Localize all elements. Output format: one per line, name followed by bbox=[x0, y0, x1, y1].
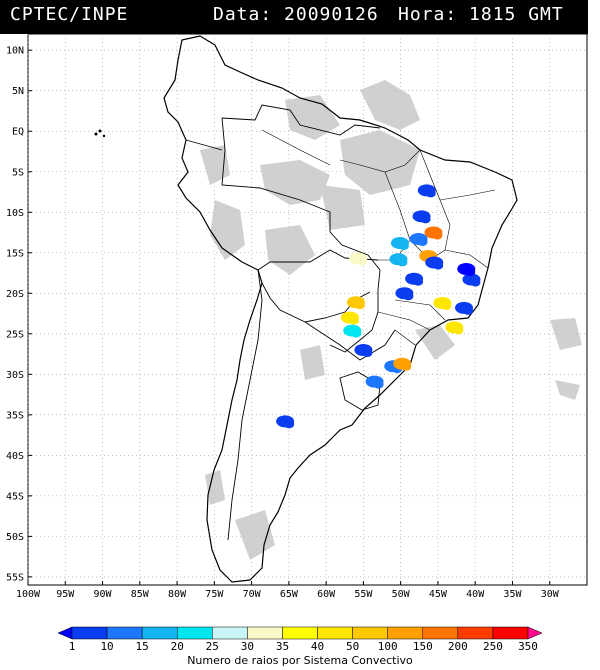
storm-cell bbox=[389, 253, 408, 267]
legend-swatch bbox=[317, 626, 353, 640]
legend-swatch bbox=[106, 626, 143, 640]
storm-cell bbox=[457, 262, 476, 276]
legend-swatch bbox=[57, 626, 73, 640]
time-label: Hora: 1815 GMT bbox=[398, 4, 564, 25]
legend-label: 50 bbox=[346, 640, 359, 653]
lon-tick-label: 55W bbox=[354, 589, 373, 600]
lat-tick-label: 40S bbox=[6, 451, 24, 462]
storm-cell bbox=[425, 256, 444, 270]
legend-label: 250 bbox=[483, 640, 503, 653]
storm-cell bbox=[417, 184, 436, 198]
lon-tick-label: 60W bbox=[317, 589, 336, 600]
legend-label: 1 bbox=[69, 640, 76, 653]
storm-cell bbox=[346, 296, 365, 310]
legend-swatch bbox=[457, 626, 494, 640]
legend-swatch bbox=[282, 626, 318, 640]
lat-tick-label: 20S bbox=[6, 289, 24, 300]
latitude-labels: 10N 5N EQ 5S 10S 15S 20S 25S 30S 35S 40S 45S 50S 55S bbox=[6, 46, 32, 583]
lat-tick-label: 10S bbox=[6, 208, 24, 219]
storm-cell bbox=[390, 237, 409, 251]
longitude-labels: 100W 95W 90W 85W 80W 75W 70W 65W 60W 55W 50W 45W 40W… bbox=[16, 581, 560, 600]
legend-swatch bbox=[387, 626, 424, 640]
storm-cell bbox=[365, 375, 384, 389]
lon-tick-label: 100W bbox=[16, 589, 41, 600]
island-markers bbox=[94, 129, 106, 138]
lon-tick-label: 65W bbox=[280, 589, 299, 600]
legend-label: 200 bbox=[448, 640, 468, 653]
lat-tick-label: 15S bbox=[6, 248, 24, 259]
legend-label: 150 bbox=[413, 640, 433, 653]
storm-cell bbox=[393, 357, 412, 371]
lat-tick-label: 5N bbox=[12, 86, 24, 97]
lon-tick-label: 70W bbox=[243, 589, 262, 600]
cloud-cover bbox=[200, 80, 582, 560]
storm-cell bbox=[412, 210, 431, 224]
storm-cell bbox=[445, 321, 464, 335]
convective-systems bbox=[276, 184, 481, 429]
lat-tick-label: 10N bbox=[6, 46, 24, 57]
lat-tick-label: 5S bbox=[12, 167, 24, 178]
lon-tick-label: 85W bbox=[131, 589, 150, 600]
legend-label: 100 bbox=[378, 640, 398, 653]
legend-label: 35 bbox=[276, 640, 289, 653]
storm-cell bbox=[340, 311, 359, 325]
legend-label: 25 bbox=[206, 640, 219, 653]
lat-tick-label: 55S bbox=[6, 572, 24, 583]
lon-tick-label: 50W bbox=[392, 589, 411, 600]
legend-swatch bbox=[176, 626, 213, 640]
legend-label: 30 bbox=[241, 640, 254, 653]
lat-tick-label: 50S bbox=[6, 532, 24, 543]
legend-swatch bbox=[212, 626, 248, 640]
storm-cell bbox=[354, 344, 373, 358]
storm-cell bbox=[405, 272, 424, 286]
lon-tick-label: 30W bbox=[541, 589, 560, 600]
lon-tick-label: 75W bbox=[205, 589, 224, 600]
lon-tick-label: 45W bbox=[429, 589, 448, 600]
legend-swatch bbox=[71, 626, 108, 640]
state-borders bbox=[261, 129, 496, 346]
lon-tick-label: 40W bbox=[466, 589, 485, 600]
south-america-coastline bbox=[163, 35, 518, 583]
storm-cell bbox=[424, 226, 443, 240]
lat-tick-label: EQ bbox=[12, 127, 24, 138]
lat-tick-label: 45S bbox=[6, 491, 24, 502]
storm-cell bbox=[462, 273, 481, 287]
legend-swatch bbox=[422, 626, 459, 640]
map-header: CPTEC/INPE Data: 20090126 Hora: 1815 GMT bbox=[0, 0, 588, 34]
storm-cell bbox=[276, 415, 295, 429]
lon-tick-label: 90W bbox=[94, 589, 113, 600]
lon-tick-label: 80W bbox=[168, 589, 187, 600]
legend-swatch bbox=[527, 626, 543, 640]
storm-cell bbox=[409, 233, 428, 247]
lon-tick-label: 95W bbox=[56, 589, 75, 600]
storm-cell bbox=[433, 297, 452, 311]
storm-cell bbox=[343, 324, 362, 338]
date-label: Data: 20090126 bbox=[213, 4, 379, 25]
legend-label: 10 bbox=[100, 640, 113, 653]
agency-label: CPTEC/INPE bbox=[10, 4, 129, 25]
legend-swatch bbox=[141, 626, 178, 640]
storm-cell bbox=[349, 252, 368, 266]
storm-cell bbox=[395, 287, 414, 301]
legend-label: 40 bbox=[311, 640, 324, 653]
lat-tick-label: 35S bbox=[6, 410, 24, 421]
legend-colorbar: 1 10 15 20 25 30 35 40 50 100 150 200 250 350 bbox=[57, 626, 543, 653]
legend-label: 350 bbox=[518, 640, 538, 653]
legend-label: 15 bbox=[136, 640, 149, 653]
lon-tick-label: 35W bbox=[503, 589, 522, 600]
legend-swatch bbox=[247, 626, 283, 640]
lat-tick-label: 25S bbox=[6, 329, 24, 340]
storm-cell bbox=[455, 301, 474, 315]
legend-swatch bbox=[492, 626, 529, 640]
lat-tick-label: 30S bbox=[6, 370, 24, 381]
legend-swatch bbox=[352, 626, 388, 640]
legend-title: Numero de raios por Sistema Convectivo bbox=[187, 654, 413, 667]
legend-label: 20 bbox=[171, 640, 184, 653]
